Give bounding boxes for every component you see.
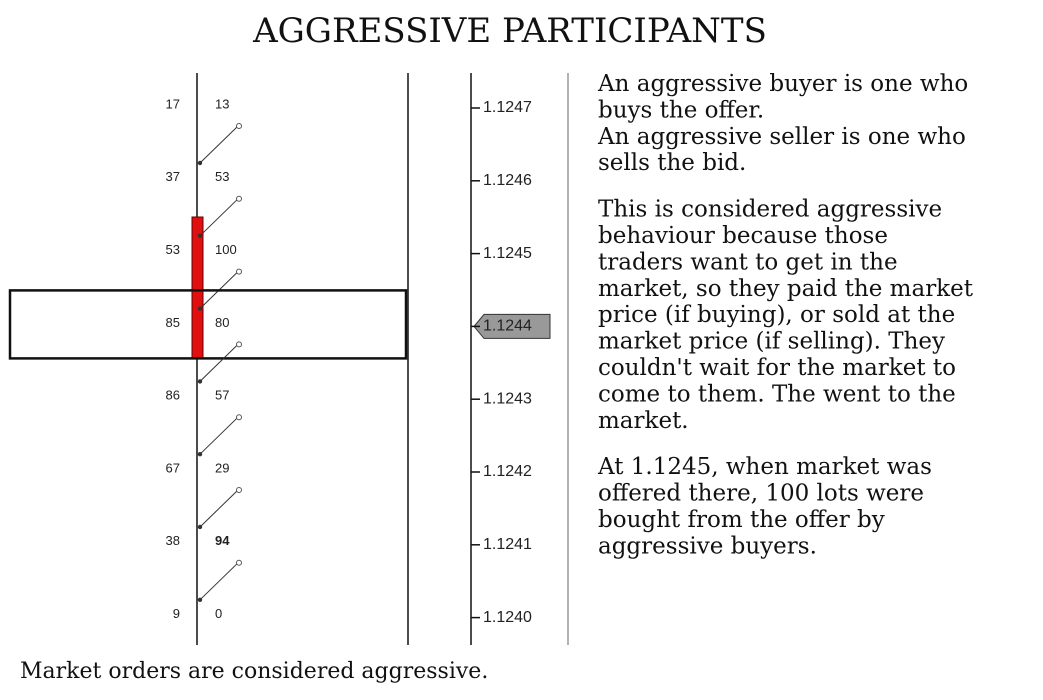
paragraph-line: market, so they paid the market bbox=[598, 276, 974, 302]
trade-dot bbox=[236, 487, 242, 493]
volume-bar bbox=[191, 216, 204, 359]
bid-volume: 38 bbox=[166, 533, 180, 548]
ask-volume: 53 bbox=[215, 169, 229, 184]
trade-link bbox=[199, 489, 239, 528]
ask-volume: 13 bbox=[215, 96, 229, 111]
ask-volume: 57 bbox=[215, 388, 229, 403]
trade-dot bbox=[236, 123, 242, 129]
paragraph-line: market price (if selling). They bbox=[598, 329, 945, 355]
paragraph-line: aggressive buyers. bbox=[598, 533, 817, 559]
price-label: 1.1241 bbox=[483, 536, 532, 553]
paragraph-line: traders want to get in the bbox=[598, 249, 898, 275]
bid-volume: 86 bbox=[166, 388, 180, 403]
ask-volume: 80 bbox=[215, 315, 229, 330]
price-label: 1.1242 bbox=[483, 463, 532, 480]
current-row-box bbox=[8, 289, 408, 360]
price-label: 1.1243 bbox=[483, 390, 532, 407]
trade-dot bbox=[197, 597, 203, 602]
price-label: 1.1245 bbox=[483, 245, 532, 262]
trade-link bbox=[199, 344, 239, 382]
ask-volume: 0 bbox=[215, 606, 222, 621]
ladder: 17 13 1.1247 37 53 1.1246 53 100 1.1245 85 80 1.124… bbox=[8, 96, 551, 626]
trade-dot bbox=[197, 160, 203, 166]
price-label: 1.1246 bbox=[483, 172, 532, 189]
bid-volume: 85 bbox=[166, 315, 180, 330]
bid-volume: 9 bbox=[173, 606, 180, 621]
trade-dot bbox=[236, 268, 242, 275]
paragraph-line: couldn't wait for the market to bbox=[598, 355, 956, 381]
trade-dot bbox=[197, 524, 203, 530]
current-price-marker bbox=[473, 313, 551, 339]
bid-volume: 53 bbox=[166, 242, 180, 257]
paragraph-line: An aggressive buyer is one who bbox=[597, 71, 968, 97]
ask-volume: 94 bbox=[215, 533, 230, 548]
trade-dot bbox=[236, 195, 242, 202]
paragraph-line: bought from the offer by bbox=[598, 507, 885, 533]
trade-dot bbox=[236, 341, 242, 348]
trade-dot bbox=[197, 379, 203, 384]
paragraph-line: come to them. The went to the bbox=[598, 381, 956, 407]
title: AGGRESSIVE PARTICIPANTS bbox=[252, 11, 767, 51]
paragraph-line: At 1.1245, when market was bbox=[597, 454, 932, 480]
paragraph-line: offered there, 100 lots were bbox=[598, 481, 924, 507]
paragraph-line: This is considered aggressive bbox=[598, 197, 942, 223]
price-label: 1.1244 bbox=[483, 318, 532, 335]
bid-volume: 67 bbox=[166, 460, 180, 475]
trade-dot bbox=[236, 559, 242, 566]
price-label: 1.1240 bbox=[483, 609, 532, 626]
paragraph-line: sells the bid. bbox=[598, 150, 746, 176]
price-label: 1.1247 bbox=[483, 99, 532, 116]
bid-volume: 17 bbox=[166, 96, 180, 111]
trade-link bbox=[199, 416, 239, 455]
caption: Market orders are considered aggressive. bbox=[20, 659, 488, 684]
ask-volume: 29 bbox=[215, 460, 229, 475]
trade-dot bbox=[197, 306, 203, 311]
paragraph-line: buys the offer. bbox=[598, 97, 764, 123]
trade-dot bbox=[197, 452, 203, 457]
trade-dot bbox=[236, 414, 242, 421]
bid-volume: 37 bbox=[166, 169, 180, 184]
trade-dot bbox=[197, 233, 203, 238]
paragraph-line: price (if buying), or sold at the bbox=[598, 302, 955, 328]
paragraph-line: An aggressive seller is one who bbox=[597, 124, 966, 150]
trade-link bbox=[199, 198, 239, 237]
trade-link bbox=[199, 562, 239, 601]
ask-volume: 100 bbox=[215, 242, 237, 257]
paragraph-line: behaviour because those bbox=[598, 223, 888, 249]
trade-link bbox=[199, 125, 239, 164]
paragraph-line: market. bbox=[598, 408, 689, 434]
